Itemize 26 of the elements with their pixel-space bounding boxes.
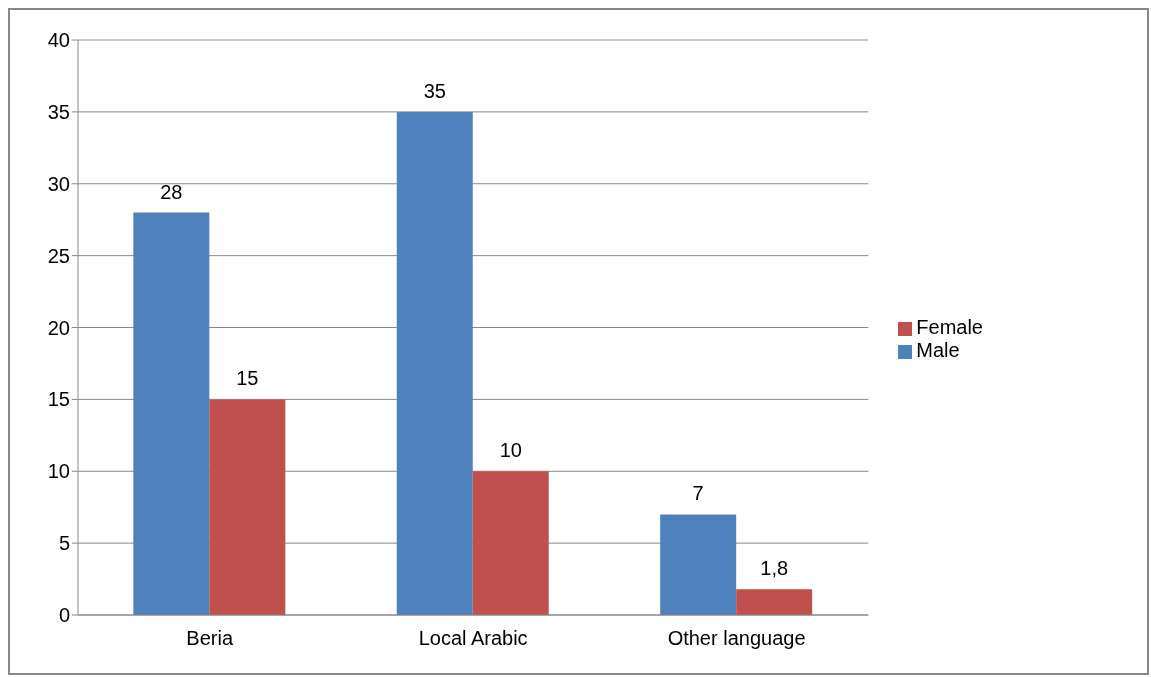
y-tick-label: 5 <box>58 532 70 555</box>
data-label: 35 <box>423 79 446 102</box>
data-label: 10 <box>499 439 522 462</box>
bar <box>209 399 286 615</box>
y-tick-label: 20 <box>47 316 70 339</box>
x-tick-label: Other language <box>667 627 806 650</box>
y-tick-label: 10 <box>47 460 70 483</box>
y-tick-label: 25 <box>47 244 70 267</box>
data-label: 1,8 <box>760 557 789 580</box>
y-tick-label: 30 <box>47 172 70 195</box>
legend-label: Female <box>916 315 983 338</box>
legend-label: Male <box>916 338 960 361</box>
data-label: 7 <box>692 482 704 505</box>
y-tick-label: 40 <box>47 29 70 52</box>
x-tick-label: Local Arabic <box>418 627 528 650</box>
y-tick-label: 0 <box>58 604 70 627</box>
bar <box>396 111 473 615</box>
y-tick-label: 35 <box>47 100 70 123</box>
data-label: 28 <box>160 180 183 203</box>
bar <box>660 514 737 615</box>
data-label: 15 <box>236 367 259 390</box>
bar <box>472 471 549 615</box>
bar <box>736 589 813 615</box>
bar <box>133 212 210 615</box>
x-tick-label: Beria <box>186 627 234 650</box>
y-tick-label: 15 <box>47 388 70 411</box>
